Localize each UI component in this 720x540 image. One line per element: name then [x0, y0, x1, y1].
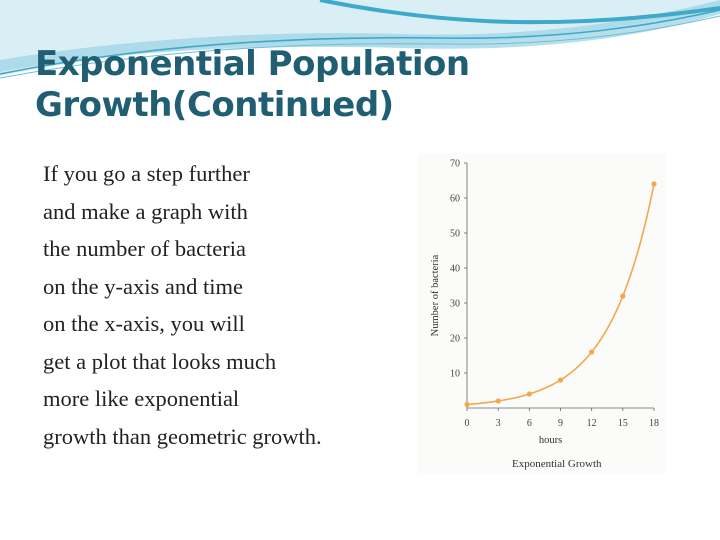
body-line: growth than geometric growth. — [43, 423, 322, 449]
slide-title: Exponential Population Growth(Continued) — [35, 44, 495, 126]
x-tick-label: 9 — [558, 418, 563, 429]
x-tick-label: 0 — [465, 418, 470, 429]
body-line: get a plot that looks much — [43, 348, 277, 374]
y-tick-label: 30 — [450, 299, 460, 310]
body-line: If you go a step further — [43, 161, 250, 186]
body-line: and make a graph with — [43, 198, 248, 224]
body-line: more like exponential — [43, 386, 240, 411]
y-tick-label: 50 — [450, 229, 460, 240]
body-text: If you go a step further and make a grap… — [43, 155, 418, 455]
chart-panel: 10 20 30 40 50 60 70 0 3 6 9 12 15 18 hours Number of b… — [417, 153, 666, 473]
chart-caption: Exponential Growth — [512, 458, 602, 470]
y-tick-label: 70 — [450, 159, 460, 170]
data-point — [589, 349, 595, 355]
data-point — [651, 181, 657, 187]
data-point — [557, 377, 564, 383]
x-tick-label: 6 — [527, 418, 532, 429]
y-tick-label: 10 — [450, 369, 460, 380]
data-point — [526, 391, 532, 397]
growth-curve-line — [466, 183, 655, 406]
data-point — [620, 293, 626, 299]
x-tick-label: 12 — [587, 418, 597, 429]
x-tick-label: 3 — [496, 418, 501, 429]
slide-title-line: Exponential Population — [35, 44, 470, 84]
slide-title-line: Growth(Continued) — [35, 85, 394, 125]
body-line: on the x-axis, you will — [43, 311, 245, 336]
y-tick-label: 40 — [450, 264, 460, 275]
data-point — [464, 401, 470, 408]
data-point — [495, 398, 501, 404]
exponential-growth-chart: 10 20 30 40 50 60 70 0 3 6 9 12 15 18 hours Number of b… — [430, 159, 659, 471]
x-tick-label: 15 — [618, 418, 628, 429]
header-swoosh-decoration — [0, 0, 720, 79]
x-axis-title: hours — [539, 435, 562, 446]
y-axis-title: Number of bacteria — [430, 254, 441, 336]
body-line: the number of bacteria — [43, 236, 247, 261]
x-tick-label: 18 — [649, 418, 659, 429]
body-line: on the y-axis and time — [43, 273, 243, 299]
y-tick-label: 20 — [450, 334, 460, 345]
y-tick-label: 60 — [450, 194, 460, 205]
